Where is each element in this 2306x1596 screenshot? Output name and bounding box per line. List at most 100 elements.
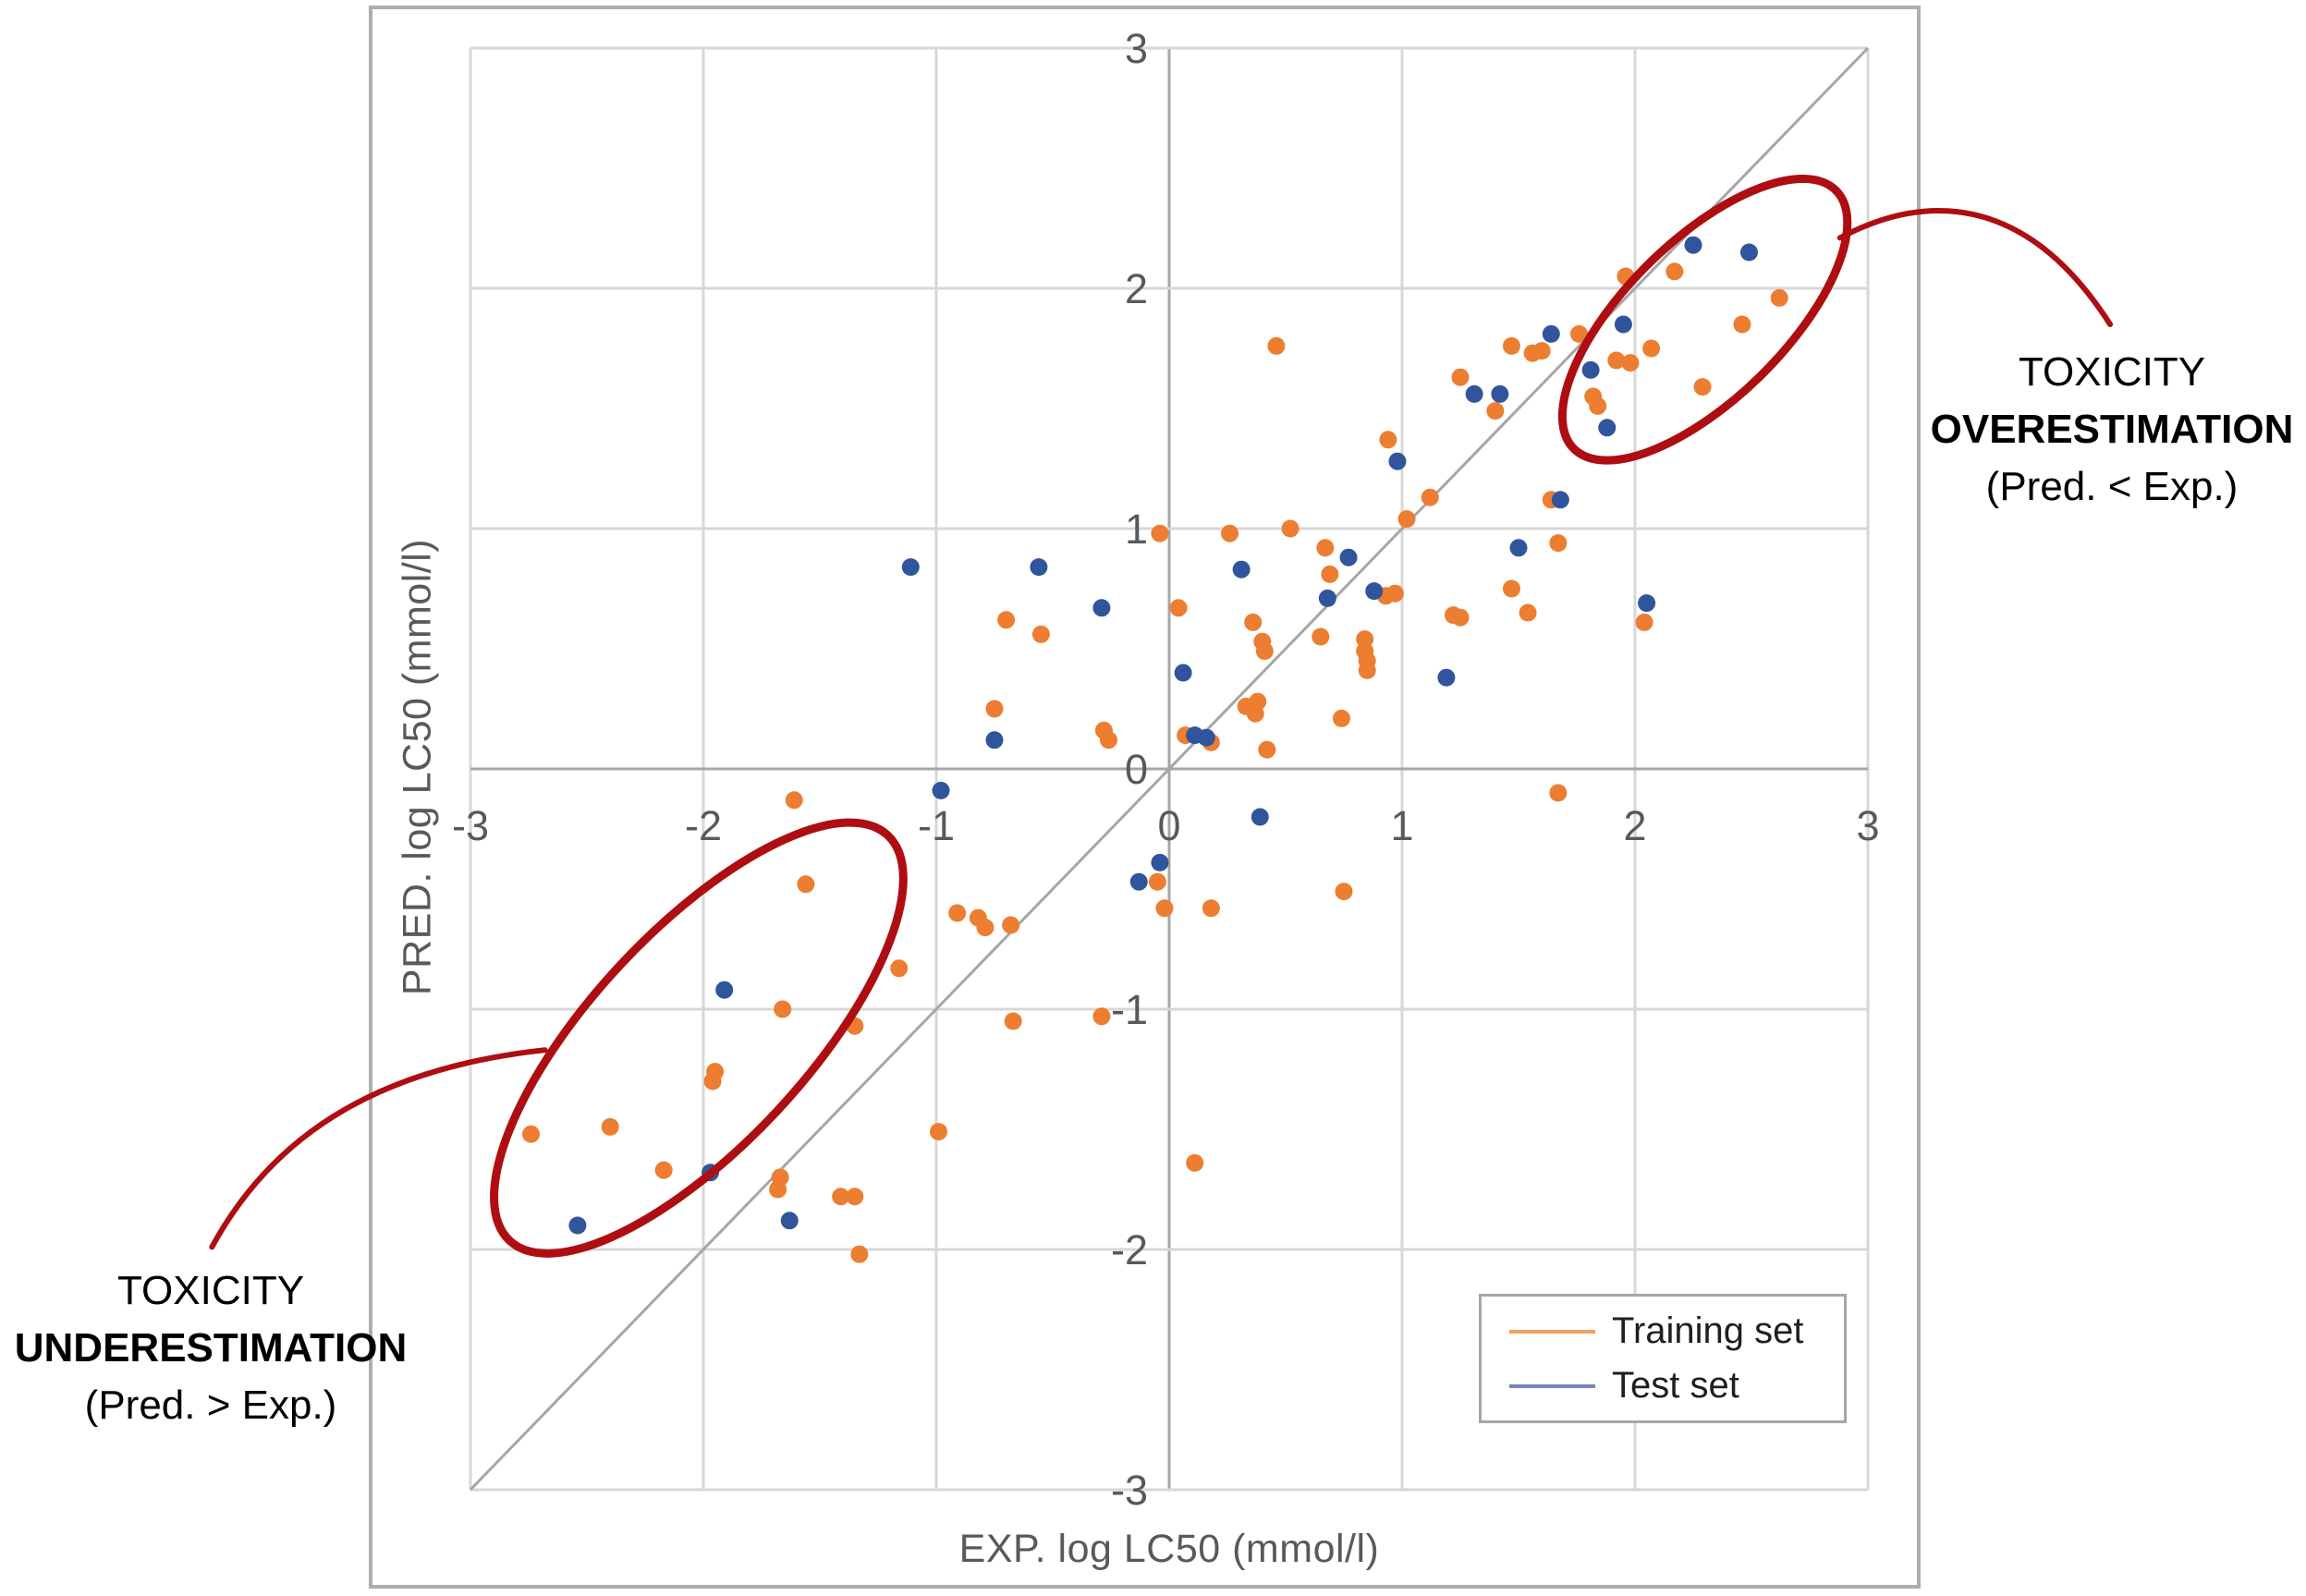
data-point-training	[1519, 603, 1537, 622]
data-point-training	[1092, 1007, 1111, 1026]
training-set-line-swatch	[1509, 1329, 1595, 1334]
data-point-training	[1356, 630, 1374, 649]
data-point-training	[1570, 324, 1589, 343]
data-point-training	[654, 1161, 673, 1179]
annotation-underestimation-line3: (Pred. > Exp.)	[84, 1383, 337, 1428]
data-point-training	[1486, 402, 1505, 420]
data-point-test	[1581, 360, 1600, 379]
data-point-training	[1258, 740, 1276, 759]
data-point-training	[1321, 565, 1339, 583]
data-point-test	[1174, 664, 1192, 682]
annotation-overestimation-line3: (Pred. < Exp.)	[1985, 464, 2239, 509]
legend-label-training: Training set	[1612, 1310, 1804, 1351]
data-point-test	[901, 558, 920, 577]
legend-label-test: Test set	[1612, 1365, 1739, 1406]
data-point-test	[780, 1212, 799, 1230]
data-point-training	[1358, 661, 1376, 679]
data-point-test	[932, 781, 950, 799]
data-point-test	[1684, 236, 1702, 254]
data-point-test	[1232, 560, 1251, 579]
x-tick-label: 0	[1157, 802, 1180, 849]
data-point-test	[1388, 452, 1407, 470]
data-point-training	[1502, 336, 1520, 355]
data-point-training	[1312, 627, 1330, 646]
data-point-training	[1549, 534, 1568, 553]
data-point-training	[1151, 524, 1169, 542]
annotation-underestimation: TOXICITY UNDERESTIMATION (Pred. > Exp.)	[15, 1262, 408, 1434]
data-point-training	[703, 1072, 722, 1090]
data-point-test	[1491, 384, 1509, 403]
data-point-training	[1332, 709, 1350, 727]
y-tick-label: 0	[1125, 746, 1148, 793]
data-point-training	[1379, 431, 1397, 449]
test-set-line-swatch	[1509, 1383, 1595, 1388]
data-point-test	[1251, 808, 1269, 826]
data-point-training	[522, 1125, 541, 1143]
x-tick-label: 3	[1856, 802, 1879, 849]
y-tick-label: 1	[1125, 506, 1148, 553]
x-tick-label: 2	[1623, 802, 1646, 849]
legend-item-test: Test set	[1509, 1365, 1844, 1407]
annotation-underestimation-line1: TOXICITY	[116, 1268, 305, 1313]
data-point-training	[1770, 288, 1788, 307]
data-point-training	[769, 1180, 787, 1199]
data-point-training	[1733, 315, 1751, 334]
annotation-overestimation: TOXICITY OVERESTIMATION (Pred. < Exp.)	[1931, 344, 2294, 516]
legend: Training set Test set	[1479, 1294, 1847, 1423]
data-point-test	[1509, 539, 1528, 557]
overestimation-ellipse	[1557, 174, 1852, 465]
data-point-training	[1502, 579, 1520, 598]
data-point-test	[1598, 419, 1617, 437]
y-tick-label: -2	[1111, 1226, 1148, 1273]
data-point-test	[1030, 558, 1048, 577]
y-tick-label: 3	[1125, 25, 1148, 72]
identity-line	[469, 46, 1870, 1492]
data-point-test	[1465, 384, 1483, 403]
data-point-test	[1614, 315, 1632, 334]
data-point-training	[1148, 872, 1166, 891]
data-point-training	[1316, 539, 1335, 557]
data-point-training	[1385, 584, 1404, 603]
x-tick-label: 1	[1390, 802, 1413, 849]
data-point-training	[1255, 642, 1274, 661]
x-tick-label: -1	[918, 802, 955, 849]
data-point-training	[1202, 899, 1220, 918]
data-point-training	[1004, 1012, 1022, 1030]
data-point-training	[1451, 608, 1470, 627]
data-point-test	[1638, 594, 1656, 613]
data-point-training	[1589, 396, 1607, 415]
data-point-test	[1092, 599, 1111, 617]
data-point-test	[1739, 243, 1758, 262]
data-point-training	[997, 611, 1016, 629]
data-point-training	[1532, 342, 1551, 360]
data-point-test	[715, 981, 734, 999]
data-point-training	[1693, 378, 1712, 396]
data-point-test	[1542, 324, 1560, 343]
data-point-test	[1129, 872, 1148, 891]
data-point-training	[985, 700, 1004, 718]
underestimation-ellipse	[490, 818, 908, 1258]
data-point-test	[1437, 668, 1456, 687]
data-point-training	[1397, 510, 1416, 529]
underestimation-connector	[209, 1047, 548, 1250]
data-point-test	[568, 1216, 587, 1235]
figure-border	[369, 6, 1921, 1589]
data-point-training	[850, 1245, 869, 1263]
data-point-test	[1151, 853, 1169, 871]
data-point-training	[1267, 336, 1286, 355]
y-tick-label: -3	[1111, 1467, 1148, 1514]
data-point-training	[797, 875, 815, 894]
y-tick-label: -1	[1111, 986, 1148, 1033]
data-point-training	[930, 1123, 948, 1141]
data-point-training	[1281, 519, 1299, 538]
data-point-test	[1365, 582, 1384, 601]
annotation-overestimation-line1: TOXICITY	[2018, 349, 2206, 395]
x-tick-label: -2	[685, 802, 722, 849]
x-axis-title: EXP. log LC50 (mmol/l)	[958, 1527, 1380, 1571]
data-point-training	[1002, 916, 1020, 934]
annotation-overestimation-line2: OVERESTIMATION	[1930, 407, 2294, 452]
y-tick-label: 2	[1125, 265, 1148, 312]
data-point-training	[948, 904, 967, 922]
data-point-training	[976, 919, 994, 937]
data-point-training	[1642, 339, 1661, 358]
